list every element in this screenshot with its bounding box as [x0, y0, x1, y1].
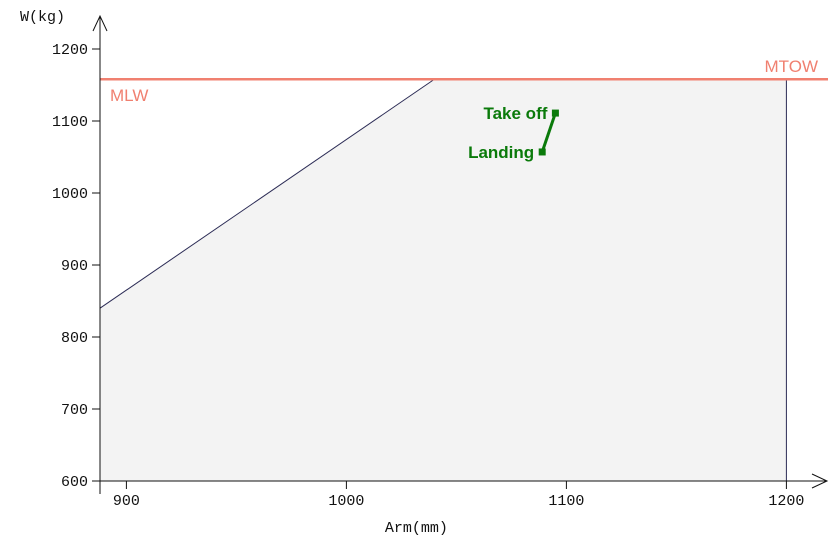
- y-tick-label: 800: [61, 330, 88, 347]
- cg-path-line: [540, 112, 557, 153]
- y-tick-label: 700: [61, 402, 88, 419]
- x-tick-label: 1200: [768, 493, 804, 510]
- x-tick-label: 1100: [548, 493, 584, 510]
- takeoff-point-marker: [551, 109, 559, 117]
- x-axis-arrow: [811, 473, 829, 489]
- takeoff-point-label: Take off: [483, 104, 547, 123]
- y-tick-label: 900: [61, 258, 88, 275]
- y-tick-label: 1100: [52, 114, 88, 131]
- envelope-fill: [100, 79, 787, 482]
- landing-point-label: Landing: [468, 143, 534, 162]
- x-tick-label: 900: [113, 493, 140, 510]
- mtow-label: MTOW: [764, 57, 818, 76]
- envelope-forward-limit-line: [99, 78, 435, 309]
- y-axis-label: W(kg): [20, 9, 65, 26]
- y-tick-label: 1200: [52, 42, 88, 59]
- y-tick-label: 600: [61, 474, 88, 491]
- x-axis-label: Arm(mm): [385, 520, 448, 537]
- x-tick-label: 1000: [328, 493, 364, 510]
- landing-point-marker: [538, 148, 546, 156]
- mlw-label: MLW: [110, 86, 148, 105]
- y-axis-arrow: [92, 14, 108, 32]
- y-tick-label: 1000: [52, 186, 88, 203]
